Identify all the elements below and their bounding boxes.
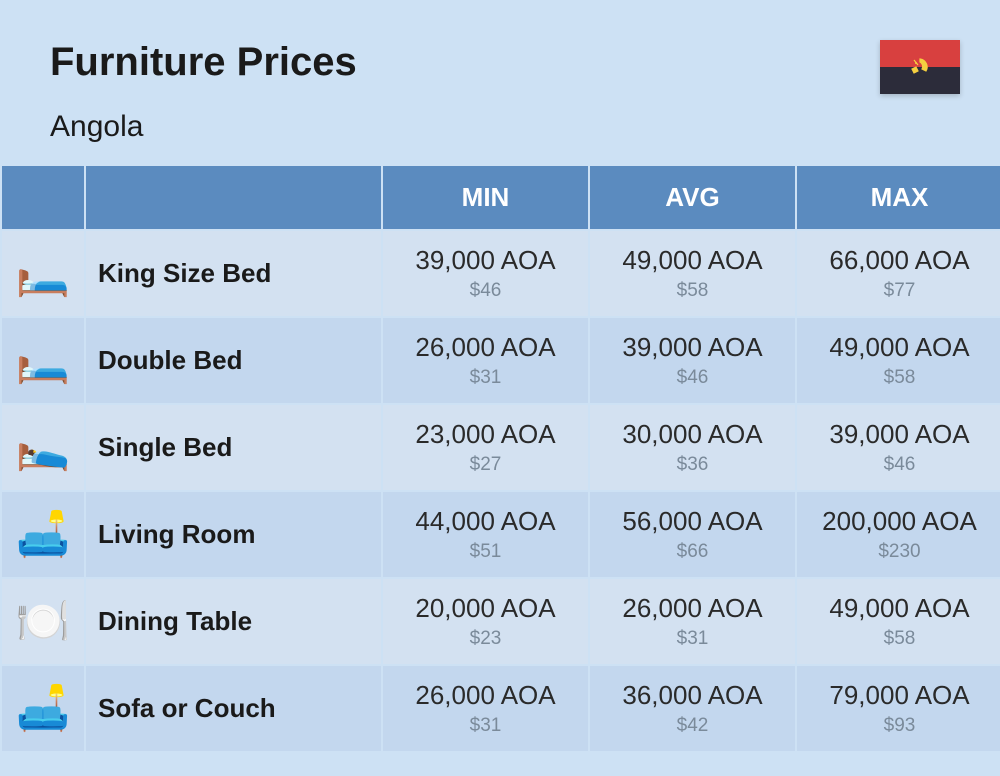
item-name: King Size Bed [86,231,381,316]
min-aoa: 44,000 AOA [391,506,580,537]
table-header-row: MIN AVG MAX [2,166,1000,229]
item-icon: 🛏️ [2,231,84,316]
min-price: 20,000 AOA $23 [383,579,588,664]
min-aoa: 39,000 AOA [391,245,580,276]
avg-usd: $58 [598,280,787,302]
col-min: MIN [383,166,588,229]
country-flag-icon [880,40,960,94]
min-price: 44,000 AOA $51 [383,492,588,577]
max-usd: $46 [805,454,994,476]
avg-usd: $66 [598,541,787,563]
max-price: 79,000 AOA $93 [797,666,1000,751]
item-icon: 🍽️ [2,579,84,664]
min-usd: $23 [391,628,580,650]
max-aoa: 49,000 AOA [805,332,994,363]
min-price: 26,000 AOA $31 [383,318,588,403]
page-title: Furniture Prices [50,40,950,85]
max-usd: $77 [805,280,994,302]
col-icon [2,166,84,229]
page-header: Furniture Prices Angola [0,0,1000,164]
table-row: 🛋️ Living Room 44,000 AOA $51 56,000 AOA… [2,492,1000,577]
col-max: MAX [797,166,1000,229]
max-usd: $58 [805,628,994,650]
max-aoa: 39,000 AOA [805,419,994,450]
item-name: Double Bed [86,318,381,403]
item-name: Living Room [86,492,381,577]
max-aoa: 200,000 AOA [805,506,994,537]
min-usd: $31 [391,715,580,737]
col-avg: AVG [590,166,795,229]
item-icon: 🛋️ [2,492,84,577]
price-table: MIN AVG MAX 🛏️ King Size Bed 39,000 AOA … [0,164,1000,753]
item-name: Single Bed [86,405,381,490]
item-name: Sofa or Couch [86,666,381,751]
item-icon: 🛌 [2,405,84,490]
max-price: 66,000 AOA $77 [797,231,1000,316]
avg-usd: $42 [598,715,787,737]
avg-aoa: 56,000 AOA [598,506,787,537]
avg-usd: $31 [598,628,787,650]
table-row: 🛏️ Double Bed 26,000 AOA $31 39,000 AOA … [2,318,1000,403]
table-row: 🛌 Single Bed 23,000 AOA $27 30,000 AOA $… [2,405,1000,490]
table-row: 🍽️ Dining Table 20,000 AOA $23 26,000 AO… [2,579,1000,664]
table-row: 🛏️ King Size Bed 39,000 AOA $46 49,000 A… [2,231,1000,316]
min-usd: $27 [391,454,580,476]
table-row: 🛋️ Sofa or Couch 26,000 AOA $31 36,000 A… [2,666,1000,751]
min-aoa: 20,000 AOA [391,593,580,624]
max-price: 49,000 AOA $58 [797,579,1000,664]
avg-usd: $46 [598,367,787,389]
min-price: 23,000 AOA $27 [383,405,588,490]
avg-aoa: 26,000 AOA [598,593,787,624]
min-aoa: 26,000 AOA [391,680,580,711]
min-aoa: 26,000 AOA [391,332,580,363]
min-usd: $46 [391,280,580,302]
item-name: Dining Table [86,579,381,664]
item-icon: 🛏️ [2,318,84,403]
avg-aoa: 39,000 AOA [598,332,787,363]
max-price: 39,000 AOA $46 [797,405,1000,490]
avg-price: 49,000 AOA $58 [590,231,795,316]
min-price: 39,000 AOA $46 [383,231,588,316]
max-usd: $93 [805,715,994,737]
max-aoa: 49,000 AOA [805,593,994,624]
max-usd: $230 [805,541,994,563]
avg-aoa: 30,000 AOA [598,419,787,450]
min-price: 26,000 AOA $31 [383,666,588,751]
avg-aoa: 36,000 AOA [598,680,787,711]
avg-price: 56,000 AOA $66 [590,492,795,577]
max-aoa: 66,000 AOA [805,245,994,276]
max-usd: $58 [805,367,994,389]
country-name: Angola [50,110,950,144]
avg-price: 26,000 AOA $31 [590,579,795,664]
min-usd: $51 [391,541,580,563]
min-usd: $31 [391,367,580,389]
avg-price: 30,000 AOA $36 [590,405,795,490]
max-price: 200,000 AOA $230 [797,492,1000,577]
avg-price: 39,000 AOA $46 [590,318,795,403]
avg-price: 36,000 AOA $42 [590,666,795,751]
min-aoa: 23,000 AOA [391,419,580,450]
max-price: 49,000 AOA $58 [797,318,1000,403]
avg-aoa: 49,000 AOA [598,245,787,276]
max-aoa: 79,000 AOA [805,680,994,711]
item-icon: 🛋️ [2,666,84,751]
avg-usd: $36 [598,454,787,476]
col-item [86,166,381,229]
